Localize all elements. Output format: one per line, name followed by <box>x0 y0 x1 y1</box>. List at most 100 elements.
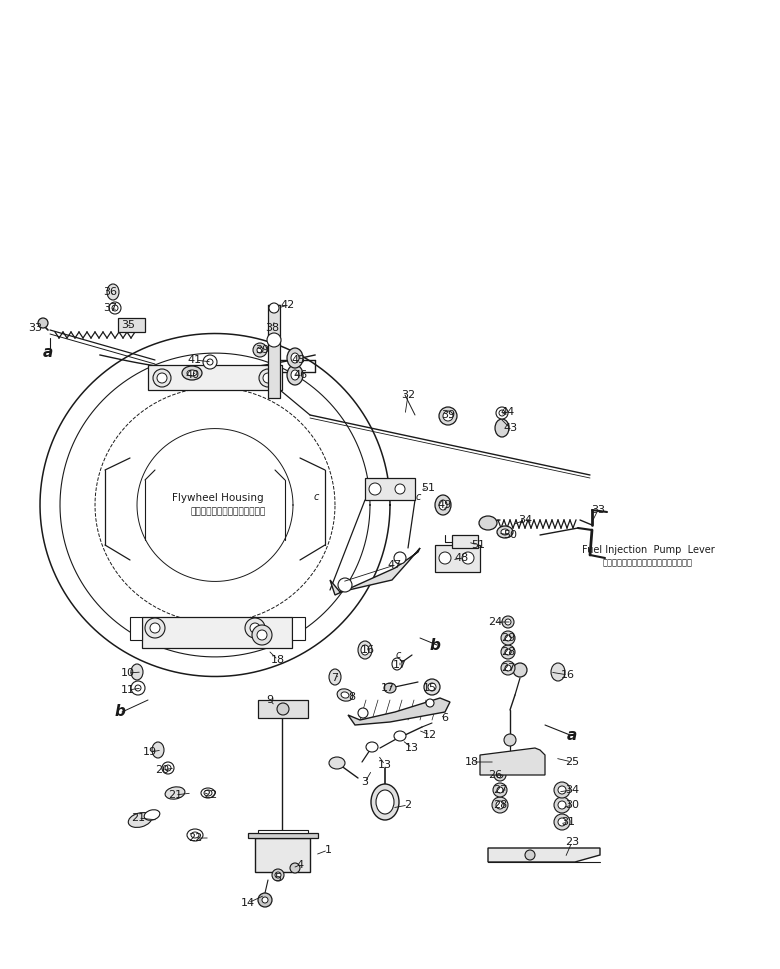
Text: 39: 39 <box>255 345 269 355</box>
Ellipse shape <box>107 284 119 300</box>
Text: 14: 14 <box>241 898 255 908</box>
Polygon shape <box>142 617 292 648</box>
Ellipse shape <box>497 526 513 538</box>
Text: 44: 44 <box>501 407 515 417</box>
Text: 4: 4 <box>296 860 303 870</box>
Text: 29: 29 <box>501 633 515 643</box>
Text: 1: 1 <box>324 845 331 855</box>
Text: 16: 16 <box>361 645 375 655</box>
Ellipse shape <box>191 832 199 838</box>
Text: 18: 18 <box>271 655 285 665</box>
Ellipse shape <box>131 664 143 680</box>
Text: 31: 31 <box>561 817 575 827</box>
Text: a: a <box>567 728 577 742</box>
Circle shape <box>290 863 300 873</box>
Text: 26: 26 <box>488 770 502 780</box>
Text: 13: 13 <box>405 743 419 753</box>
Ellipse shape <box>371 784 399 820</box>
Text: 40: 40 <box>185 370 199 380</box>
Text: 7: 7 <box>332 673 339 683</box>
Circle shape <box>369 483 381 495</box>
Text: Fuel Injection  Pump  Lever: Fuel Injection Pump Lever <box>582 545 714 555</box>
Circle shape <box>258 893 272 907</box>
Text: 24: 24 <box>488 617 502 627</box>
Ellipse shape <box>287 348 303 368</box>
Polygon shape <box>118 318 145 332</box>
Circle shape <box>554 782 570 798</box>
Text: 17: 17 <box>393 660 407 670</box>
Circle shape <box>262 897 268 903</box>
Text: 48: 48 <box>455 553 469 563</box>
Circle shape <box>497 772 503 778</box>
Circle shape <box>558 801 566 809</box>
Polygon shape <box>130 617 142 640</box>
Text: c: c <box>395 650 401 660</box>
Circle shape <box>554 797 570 813</box>
Ellipse shape <box>291 353 299 363</box>
Circle shape <box>501 661 515 675</box>
Circle shape <box>112 305 118 311</box>
Ellipse shape <box>479 516 497 530</box>
Circle shape <box>426 699 434 707</box>
Circle shape <box>505 665 511 671</box>
Text: 51: 51 <box>471 540 485 550</box>
Text: 32: 32 <box>401 390 415 400</box>
Circle shape <box>502 616 514 628</box>
Circle shape <box>395 484 405 494</box>
Text: 22: 22 <box>203 790 217 800</box>
Text: 2: 2 <box>405 800 412 810</box>
Text: c: c <box>314 492 319 502</box>
Ellipse shape <box>329 757 345 769</box>
Circle shape <box>496 801 504 809</box>
Text: 11: 11 <box>121 685 135 695</box>
Text: 13: 13 <box>378 760 392 770</box>
Ellipse shape <box>501 529 509 535</box>
Ellipse shape <box>439 500 447 510</box>
Polygon shape <box>365 478 415 500</box>
Circle shape <box>428 683 436 691</box>
Circle shape <box>558 818 566 826</box>
Text: 34: 34 <box>518 515 532 525</box>
Text: 28: 28 <box>493 800 507 810</box>
Circle shape <box>259 369 277 387</box>
Text: 21: 21 <box>168 790 182 800</box>
Text: 15: 15 <box>423 683 437 693</box>
Ellipse shape <box>182 366 202 380</box>
Ellipse shape <box>358 641 372 659</box>
Circle shape <box>263 373 273 383</box>
Circle shape <box>394 552 406 564</box>
Text: 28: 28 <box>501 647 515 657</box>
Text: 27: 27 <box>493 785 507 795</box>
Text: 33: 33 <box>591 505 605 515</box>
Polygon shape <box>258 830 308 833</box>
Circle shape <box>494 769 506 781</box>
Ellipse shape <box>291 370 299 380</box>
Circle shape <box>269 303 279 313</box>
Polygon shape <box>268 305 280 398</box>
Text: 35: 35 <box>121 320 135 330</box>
Circle shape <box>157 373 167 383</box>
Text: 49: 49 <box>438 500 452 510</box>
Text: ～フライボイールハウジング～: ～フライボイールハウジング～ <box>190 508 266 516</box>
Text: a: a <box>43 345 53 359</box>
Text: 21: 21 <box>131 813 145 823</box>
Ellipse shape <box>394 731 406 741</box>
Circle shape <box>272 869 284 881</box>
Circle shape <box>253 343 267 357</box>
Circle shape <box>162 762 174 774</box>
Ellipse shape <box>495 419 509 437</box>
Text: b: b <box>115 704 126 720</box>
Text: 34: 34 <box>565 785 579 795</box>
Circle shape <box>245 618 265 638</box>
Circle shape <box>505 619 511 625</box>
Circle shape <box>505 649 511 655</box>
Ellipse shape <box>165 787 185 799</box>
Text: 46: 46 <box>293 370 307 380</box>
Ellipse shape <box>128 813 152 828</box>
Ellipse shape <box>392 658 402 670</box>
Ellipse shape <box>366 742 378 752</box>
Circle shape <box>38 318 48 328</box>
Text: 51: 51 <box>421 483 435 493</box>
Text: 16: 16 <box>561 670 575 680</box>
Circle shape <box>496 758 504 766</box>
